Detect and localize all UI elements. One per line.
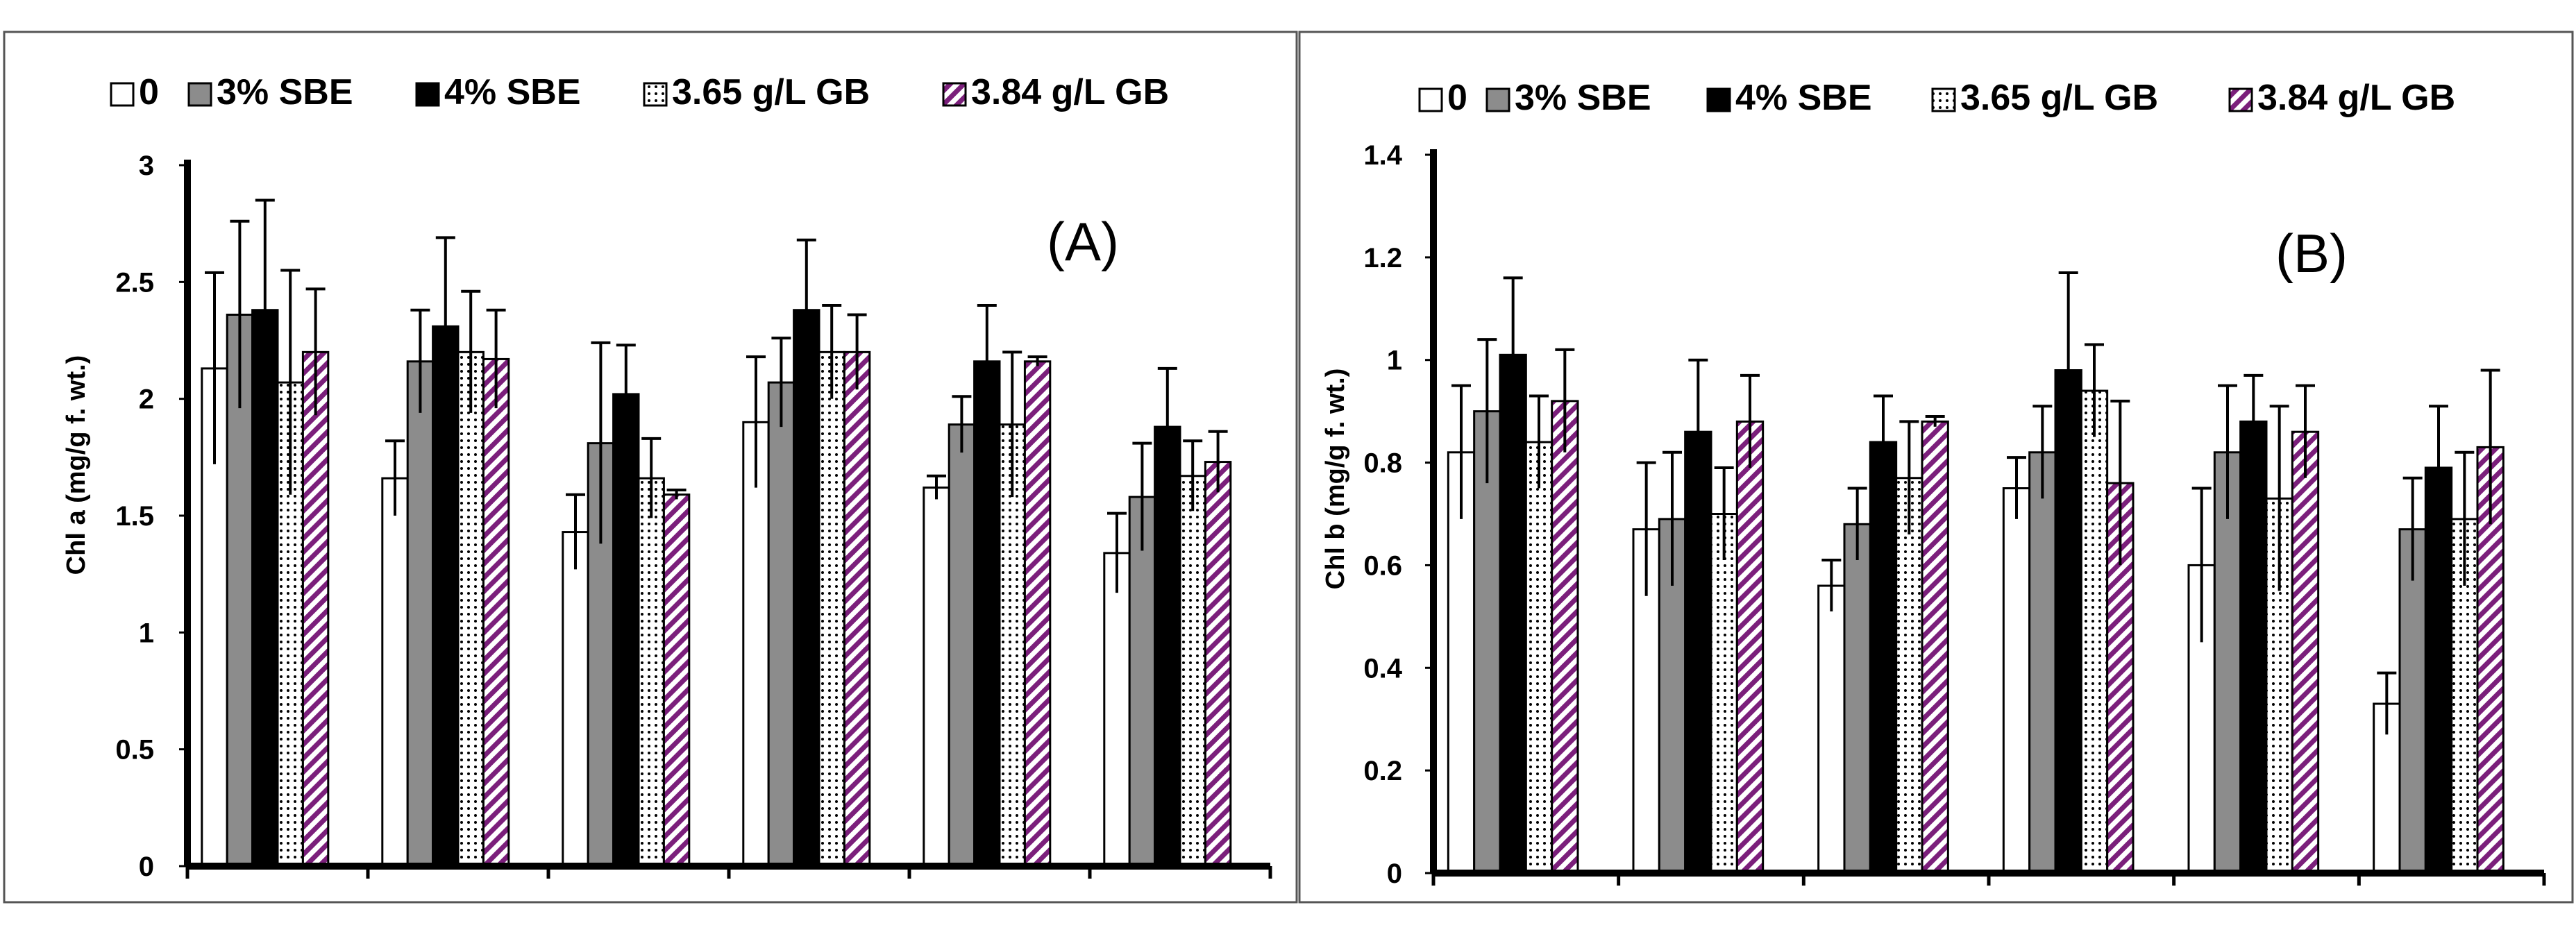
y-tick-label: 1: [139, 618, 154, 648]
y-axis-title: Chl a (mg/g f. wt.): [62, 355, 91, 575]
plot-area: 0 0.2 0.4 0.6 0.8 1 1.2 1.4: [1363, 140, 2546, 889]
bar: [1921, 420, 1949, 874]
bar: [1524, 441, 1554, 874]
legend-swatch: [415, 82, 440, 107]
legend-entry: 0: [110, 72, 159, 112]
panel-label: (B): [2275, 223, 2348, 284]
y-tick-label: 1: [1387, 346, 1402, 376]
bar: [1735, 420, 1765, 874]
legend-label: 3% SBE: [217, 72, 353, 112]
bar: [1869, 441, 1898, 874]
legend: 0 3% SBE 4% SBE 3.65 g/L GB 3.84 g/L GB: [110, 72, 1169, 112]
bar: [1023, 360, 1052, 868]
y-tick-label: 0.2: [1363, 756, 1402, 786]
legend-label: 4% SBE: [444, 72, 581, 112]
legend-label: 3% SBE: [1515, 78, 1651, 118]
legend-swatch: [1418, 87, 1443, 112]
bar: [2028, 451, 2057, 874]
bar: [562, 531, 589, 868]
legend-swatch: [942, 82, 967, 107]
y-tick-label: 0.6: [1363, 550, 1402, 581]
legend-entry: 4% SBE: [415, 72, 581, 112]
bar: [818, 350, 845, 868]
legend-label: 4% SBE: [1735, 78, 1872, 118]
bar: [1817, 584, 1846, 874]
bar: [1128, 496, 1156, 868]
y-axis-title: Chl b (mg/g f. wt.): [1321, 369, 1350, 590]
bar: [301, 350, 330, 868]
bar: [1204, 461, 1232, 868]
legend: 0 3% SBE 4% SBE 3.65 g/L GB 3.84 g/L GB: [1418, 78, 2455, 118]
bar: [1843, 523, 1871, 874]
legend-entry: 3.84 g/L GB: [2228, 78, 2455, 118]
panel-frame: [3, 31, 1298, 904]
bar: [2054, 369, 2082, 874]
bar: [1499, 353, 1527, 874]
legend-entry: 3% SBE: [1485, 78, 1651, 118]
legend-label: 0: [1447, 78, 1467, 118]
bar: [923, 487, 950, 868]
y-tick-label: 3: [139, 151, 154, 181]
legend-entry: 3.65 g/L GB: [643, 72, 870, 112]
bar: [2080, 389, 2109, 874]
y-tick-label: 1.2: [1363, 243, 1402, 273]
bar: [2291, 430, 2320, 874]
bar: [2239, 420, 2268, 874]
legend-entry: 4% SBE: [1706, 78, 1872, 118]
bar: [973, 360, 1001, 868]
legend-label: 3.84 g/L GB: [971, 72, 1169, 112]
bar: [767, 381, 795, 868]
bar: [948, 423, 976, 868]
legend-swatch: [643, 82, 668, 107]
bar: [2398, 528, 2427, 874]
bar: [612, 393, 640, 868]
bar: [1895, 477, 1923, 874]
legend-label: 3.65 g/L GB: [672, 72, 870, 112]
y-tick-label: 0.5: [115, 735, 154, 765]
bar: [1710, 513, 1738, 874]
legend-label: 3.84 g/L GB: [2257, 78, 2455, 118]
bar: [793, 309, 820, 868]
y-tick-label: 2.5: [115, 267, 154, 298]
y-tick-label: 1.4: [1363, 140, 1402, 171]
legend-label: 0: [139, 72, 159, 112]
bar: [1179, 475, 1206, 868]
y-tick-label: 2: [139, 384, 154, 415]
legend-swatch: [2228, 87, 2253, 112]
legend-swatch: [1485, 87, 1510, 112]
legend-label: 3.65 g/L GB: [1960, 78, 2158, 118]
y-tick-label: 0: [139, 852, 154, 882]
legend-entry: 3% SBE: [187, 72, 353, 112]
bar: [742, 421, 770, 868]
bar: [1551, 400, 1579, 874]
bar: [482, 357, 510, 868]
y-tick-label: 0.8: [1363, 448, 1402, 479]
legend-entry: 0: [1418, 78, 1467, 118]
y-tick-label: 1.5: [115, 501, 154, 532]
bar: [457, 350, 485, 868]
panel-chl-a: 0 3% SBE 4% SBE 3.65 g/L GB 3.84 g/L GB (A) …: [3, 31, 1298, 904]
bar: [843, 350, 871, 868]
y-tick-label: 0.4: [1363, 653, 1402, 684]
legend-swatch: [187, 82, 212, 107]
bar: [1154, 425, 1181, 868]
panel-label: (A): [1047, 211, 1119, 272]
panel-frame: [1298, 31, 2574, 904]
bar: [406, 360, 435, 868]
bar: [2002, 487, 2031, 874]
y-tick-label: 0: [1387, 858, 1402, 889]
bar: [1103, 552, 1131, 868]
plot-area: 0 0.5 1 1.5 2 2.5 3: [115, 151, 1272, 882]
legend-swatch: [110, 82, 135, 107]
bar: [637, 477, 665, 868]
legend-entry: 3.65 g/L GB: [1931, 78, 2158, 118]
legend-swatch: [1706, 87, 1731, 112]
legend-swatch: [1931, 87, 1956, 112]
bar: [662, 493, 691, 868]
bar: [381, 477, 409, 868]
legend-entry: 3.84 g/L GB: [942, 72, 1169, 112]
panel-chl-b: 0 3% SBE 4% SBE 3.65 g/L GB 3.84 g/L GB (B) …: [1298, 31, 2574, 904]
